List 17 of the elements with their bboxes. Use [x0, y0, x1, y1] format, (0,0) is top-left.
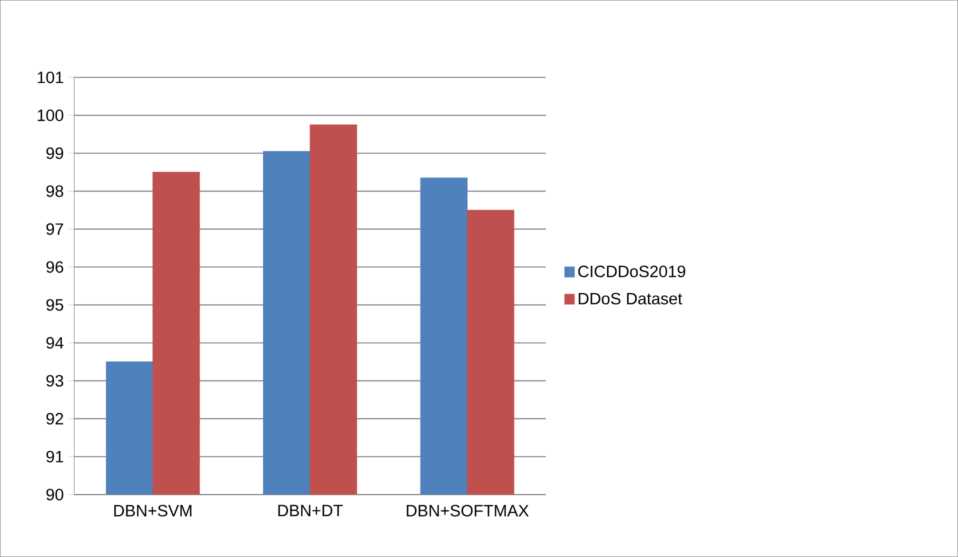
- y-tick-label: 92: [46, 412, 64, 424]
- y-tick-label: 101: [38, 72, 64, 84]
- y-tick-label: 98: [46, 185, 64, 197]
- legend-label: DDoS Dataset: [578, 292, 682, 304]
- y-tick-label: 91: [46, 450, 64, 462]
- y-tick-label: 96: [46, 261, 64, 273]
- x-tick-label: DBN+DT: [278, 504, 343, 516]
- y-tick-label: 90: [46, 488, 64, 500]
- y-tick-label: 97: [46, 223, 64, 235]
- y-tick-label: 94: [46, 337, 64, 349]
- x-tick-label: DBN+SVM: [114, 504, 192, 516]
- x-tick-label: DBN+SOFTMAX: [406, 504, 529, 516]
- legend-label: CICDDoS2019: [578, 266, 686, 278]
- y-tick-label: 99: [46, 147, 64, 159]
- y-tick-label: 100: [38, 109, 64, 122]
- y-tick-label: 95: [46, 299, 64, 311]
- y-tick-label: 93: [46, 374, 64, 387]
